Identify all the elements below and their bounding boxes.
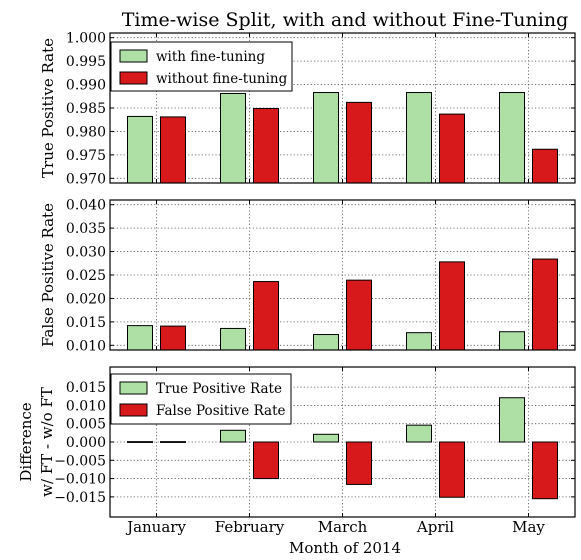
bar-top-red-march [346, 101, 372, 184]
bar-bottom-red-february [253, 441, 279, 480]
y-tick-label: 0.010 [66, 398, 106, 414]
bar-bottom-red-march [346, 441, 372, 485]
bar-bottom-red-may [532, 441, 558, 500]
bar-middle-green-january [127, 325, 153, 351]
bar-bottom-green-march [313, 433, 339, 443]
x-axis-label: Month of 2014 [289, 539, 401, 555]
bar-bottom-green-april [406, 424, 432, 443]
bar-middle-red-march [346, 279, 372, 351]
legend-label: without fine-tuning [156, 71, 288, 87]
bar-bottom-green-may [499, 397, 525, 443]
y-tick-label: 0.040 [66, 198, 106, 214]
bar-top-green-february [220, 92, 246, 184]
y-axis-label: False Positive Rate [39, 203, 57, 347]
y-axis-label: True Positive Rate [39, 38, 57, 178]
bar-middle-red-january [160, 325, 186, 351]
y-tick-label: 0.990 [66, 78, 106, 94]
bar-bottom-red-january [160, 441, 186, 443]
bar-middle-green-april [406, 332, 432, 351]
bar-top-red-february [253, 107, 279, 184]
legend-swatch-green [119, 381, 148, 395]
y-tick-label: 0.015 [66, 380, 106, 396]
bar-middle-green-february [220, 327, 246, 351]
y-axis-label: Difference [17, 402, 35, 481]
panel-middle: 0.010 0.015 0.020 0.025 0.030 0.035 0.040 False… [39, 198, 576, 354]
chart-title: Time-wise Split, with and without Fine-T… [122, 9, 569, 31]
panel-bottom: −0.015 −0.010 −0.005 0.000 0.005 0.010 0.015 Di… [17, 366, 576, 536]
y-tick-label: 0.010 [66, 338, 106, 354]
x-tick-label: January [125, 518, 186, 536]
bar-top-red-january [160, 116, 186, 184]
legend-label: with fine-tuning [156, 49, 265, 65]
y-tick-label: 0.985 [66, 101, 106, 117]
y-axis-label: w/ FT - w/o FT [38, 387, 56, 497]
plot-frame [109, 32, 576, 184]
bar-middle-green-march [313, 334, 339, 351]
bar-bottom-green-january [127, 441, 153, 443]
bar-bottom-green-february [220, 429, 246, 443]
y-tick-label: 0.000 [66, 435, 106, 451]
x-tick-label: March [318, 518, 368, 536]
bar-middle-red-may [532, 258, 558, 351]
x-tick-label: April [416, 518, 454, 536]
y-tick-label: 0.025 [66, 268, 106, 284]
bar-top-red-may [532, 148, 558, 184]
bar-bottom-red-april [439, 441, 465, 498]
legend-label: True Positive Rate [156, 381, 282, 397]
y-tick-label: 0.030 [66, 245, 106, 261]
y-tick-label: 0.005 [66, 417, 106, 433]
legend: with fine-tuning without fine-tuning [110, 41, 293, 92]
bar-top-green-april [406, 92, 432, 184]
y-tick-label: 0.970 [66, 171, 106, 187]
x-tick-label: February [215, 518, 285, 536]
y-tick-label: 0.995 [66, 54, 106, 70]
bar-middle-red-april [439, 261, 465, 351]
legend-swatch-red [119, 71, 148, 85]
plot-frame [109, 366, 576, 518]
legend-label: False Positive Rate [156, 403, 286, 419]
y-tick-label: 1.000 [66, 31, 106, 47]
y-tick-label: 0.015 [66, 315, 106, 331]
y-tick-label: 0.980 [66, 124, 106, 140]
bar-middle-green-may [499, 331, 525, 351]
x-tick-label: May [512, 518, 545, 536]
y-tick-label: −0.015 [54, 490, 106, 506]
y-tick-label: 0.975 [66, 148, 106, 164]
legend-swatch-red [119, 403, 148, 417]
y-tick-label: 0.035 [66, 221, 106, 237]
legend-swatch-green [119, 49, 148, 63]
y-tick-label: −0.010 [54, 472, 106, 488]
bar-top-green-january [127, 115, 153, 184]
bar-top-green-march [313, 92, 339, 184]
bar-middle-red-february [253, 281, 279, 351]
panel-top: 0.970 0.975 0.980 0.985 0.990 0.995 1.000 True … [39, 31, 576, 187]
bar-top-green-may [499, 92, 525, 184]
legend: True Positive Rate False Positive Rate [110, 373, 292, 425]
plot-frame [109, 199, 576, 351]
y-tick-label: 0.020 [66, 291, 106, 307]
y-tick-label: −0.005 [54, 453, 106, 469]
bar-top-red-april [439, 113, 465, 184]
